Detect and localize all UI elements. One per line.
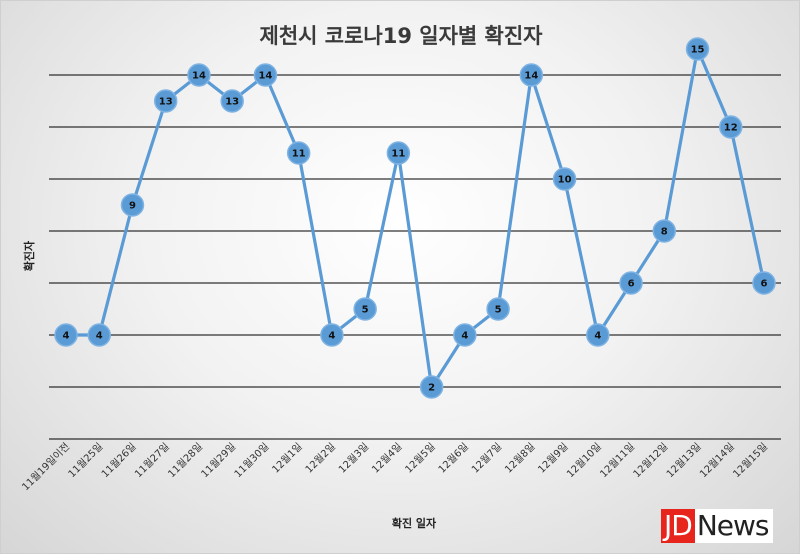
x-tick-label: 12월7일 [469, 441, 504, 476]
data-point [87, 323, 111, 347]
data-label: 14 [192, 71, 206, 82]
data-label: 2 [428, 383, 435, 394]
x-tick-label: 11월29일 [199, 441, 238, 480]
x-tick-label: 12월15일 [731, 441, 770, 480]
data-label: 12 [724, 123, 738, 134]
x-tick-label: 12월6일 [436, 441, 471, 476]
gridlines [49, 74, 781, 440]
data-point [752, 271, 776, 295]
data-point [619, 271, 643, 295]
x-tick-label: 12월9일 [536, 441, 571, 476]
x-tick-labels: 11월19일이전11월25일11월26일11월27일11월28일11월29일11… [20, 441, 771, 494]
x-tick-label: 12월2일 [303, 441, 338, 476]
data-point [353, 297, 377, 321]
x-tick-label: 12월8일 [502, 441, 537, 476]
data-point [54, 323, 78, 347]
data-label: 4 [461, 331, 468, 342]
data-point [386, 141, 411, 165]
data-label: 14 [524, 71, 538, 82]
logo-jd: JD [661, 509, 695, 543]
data-label: 13 [159, 97, 173, 108]
x-axis-title: 확진 일자 [392, 516, 437, 530]
data-label: 6 [628, 279, 635, 290]
data-label: 5 [362, 305, 369, 316]
logo-news: News [694, 509, 773, 543]
data-label: 4 [328, 331, 335, 342]
data-point [120, 193, 145, 217]
series-line-layer [66, 47, 766, 389]
data-point [187, 63, 211, 87]
x-tick-label: 12월13일 [664, 441, 703, 480]
jdnews-logo: JD News [661, 509, 773, 543]
data-label: 10 [558, 175, 572, 186]
data-label: 4 [96, 331, 103, 342]
data-label: 4 [63, 331, 70, 342]
x-tick-label: 11월25일 [66, 441, 105, 480]
series-line [66, 47, 766, 389]
data-point [652, 219, 677, 243]
chart-title: 제천시 코로나19 일자별 확진자 [260, 24, 544, 48]
data-label: 4 [594, 331, 601, 342]
data-point [253, 63, 278, 87]
data-label: 6 [761, 279, 768, 290]
data-point [552, 167, 577, 191]
data-label: 8 [661, 227, 668, 238]
x-tick-label: 12월14일 [697, 441, 736, 480]
data-label: 14 [258, 71, 272, 82]
x-tick-label: 11월19일이전 [20, 441, 73, 494]
y-axis-title: 확진자 [22, 240, 36, 271]
markers: 4 4 9 13 14 13 14 11 4 5 11 2 4 5 14 10 4 6 8 15 12 6 [54, 37, 776, 399]
data-point [719, 115, 743, 139]
data-point [486, 297, 510, 321]
data-point [153, 89, 178, 113]
data-label: 15 [691, 45, 705, 56]
x-tick-label: 12월11일 [598, 441, 637, 480]
data-label: 11 [391, 149, 405, 160]
x-tick-label: 12월5일 [403, 441, 438, 476]
x-tick-label: 12월12일 [631, 441, 670, 480]
x-tick-label: 12월4일 [370, 441, 405, 476]
x-tick-label: 12월1일 [270, 441, 305, 476]
data-label: 9 [129, 201, 136, 212]
data-point [220, 89, 244, 113]
data-point [453, 323, 477, 347]
x-tick-label: 11월28일 [166, 441, 205, 480]
x-tick-label: 11월27일 [132, 441, 171, 480]
x-tick-label: 11월30일 [232, 441, 271, 480]
data-point [320, 323, 344, 347]
data-point [419, 375, 444, 399]
x-tick-label: 11월26일 [99, 441, 138, 480]
x-tick-label: 12월3일 [336, 441, 371, 476]
data-point [586, 323, 610, 347]
data-label: 13 [225, 97, 239, 108]
data-label: 11 [292, 149, 306, 160]
data-point [519, 63, 544, 87]
data-point [286, 141, 311, 165]
x-tick-label: 12월10일 [564, 441, 603, 480]
data-label: 5 [495, 305, 502, 316]
data-point [685, 37, 710, 61]
